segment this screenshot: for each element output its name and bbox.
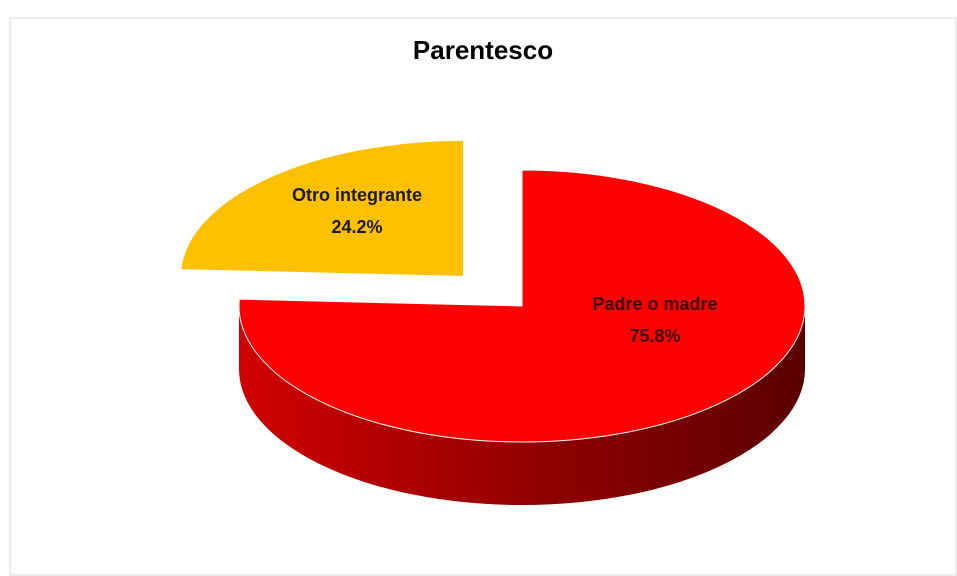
data-label-value: 75.8%: [629, 326, 680, 346]
chart-title: Parentesco: [413, 35, 553, 65]
data-label-value: 24.2%: [331, 217, 382, 237]
pie-slice: [238, 169, 806, 443]
pie-slice-side: [239, 306, 805, 505]
pie-slice: [180, 139, 464, 277]
data-label-category: Otro integrante: [292, 185, 422, 205]
data-label-category: Padre o madre: [592, 294, 717, 314]
